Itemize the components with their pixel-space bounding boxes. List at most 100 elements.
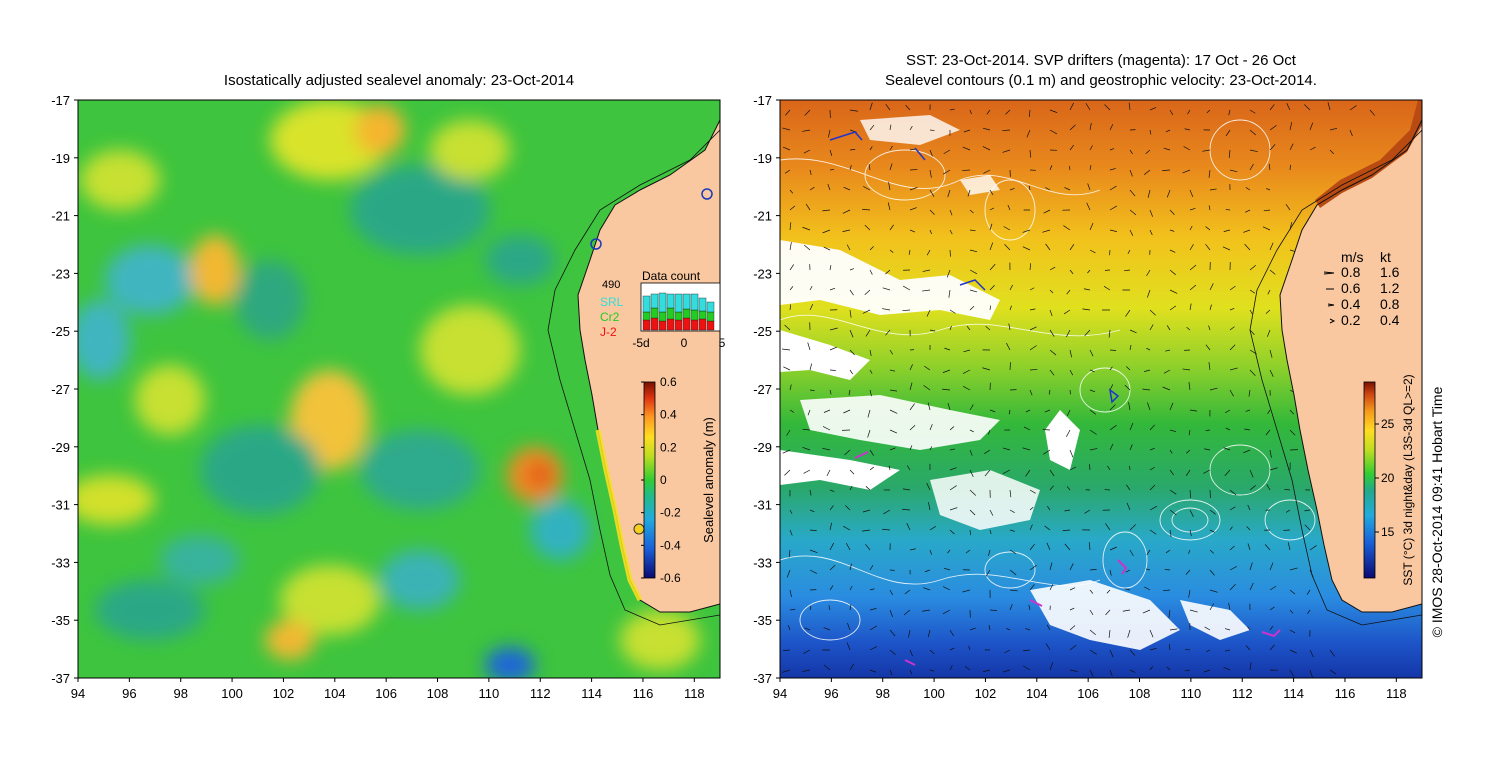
velocity-arrow <box>1007 204 1011 211</box>
velocity-arrow <box>822 447 831 451</box>
velocity-arrow <box>1067 409 1071 417</box>
velocity-arrow <box>909 403 915 411</box>
velocity-arrow <box>1129 524 1136 531</box>
velocity-arrow <box>864 224 871 231</box>
velocity-arrow <box>1266 484 1271 491</box>
velocity-arrow <box>1129 189 1136 197</box>
velocity-arrow <box>1029 149 1032 158</box>
velocity-arrow <box>1089 165 1092 171</box>
velocity-arrow <box>1028 604 1031 611</box>
velocity-arrow <box>804 109 811 116</box>
right-lon-tick-label: 94 <box>773 686 787 701</box>
velocity-arrow <box>1089 122 1092 131</box>
velocity-arrow <box>788 549 791 558</box>
velocity-arrow <box>965 549 971 554</box>
right-lat-tick-label: -23 <box>753 266 772 281</box>
velocity-arrow <box>969 404 974 411</box>
velocity-arrow <box>1146 269 1151 277</box>
velocity-arrow <box>1205 344 1211 351</box>
velocity-arrow <box>1025 409 1031 413</box>
velocity-arrow <box>969 449 973 456</box>
velocity-arrow <box>789 304 792 311</box>
left-lon-tick-label: 104 <box>324 686 346 701</box>
velocity-arrow <box>1209 589 1218 593</box>
tide-gauge-marker <box>701 188 713 200</box>
velocity-arrow <box>909 126 913 131</box>
velocity-arrow <box>908 629 911 638</box>
velocity-arrow <box>1025 469 1031 477</box>
velocity-arrow <box>1304 524 1311 531</box>
velocity-arrow <box>1109 546 1117 551</box>
velocity-arrow <box>1083 288 1091 291</box>
velocity-arrow <box>809 363 813 371</box>
velocity-arrow <box>1066 329 1071 338</box>
velocity-arrow <box>1147 289 1151 298</box>
svp-drifter-tracks <box>854 451 1281 666</box>
left-lat-tick-label: -19 <box>51 151 70 166</box>
velocity-arrow <box>882 308 891 311</box>
velocity-arrow <box>828 129 831 138</box>
velocity-arrow <box>1049 584 1054 591</box>
velocity-arrow <box>1022 447 1031 451</box>
data-count-tick: -5d <box>632 336 649 350</box>
velocity-arrow <box>1009 589 1018 592</box>
velocity-arrow <box>1269 125 1277 131</box>
velocity-arrow <box>1165 549 1171 554</box>
velocity-arrow <box>1089 249 1096 254</box>
velocity-arrow <box>869 669 877 673</box>
velocity-arrow <box>909 148 916 151</box>
velocity-arrow <box>1269 585 1277 591</box>
velocity-arrow <box>1243 449 1251 454</box>
velocity-arrow <box>1269 467 1278 471</box>
velocity-arrow <box>1189 303 1192 311</box>
velocity-arrow <box>987 429 991 435</box>
right-lat-tick-label: -35 <box>753 613 772 628</box>
left-lon-tick-label: 106 <box>375 686 397 701</box>
velocity-arrow <box>1329 669 1337 675</box>
velocity-arrow <box>807 342 811 351</box>
velocity-arrow <box>1049 165 1053 171</box>
velocity-arrow <box>1205 243 1211 251</box>
velocity-arrow <box>1125 569 1131 573</box>
velocity-arrow <box>1149 484 1156 491</box>
velocity-arrow <box>1169 289 1178 294</box>
velocity-arrow <box>962 369 971 374</box>
velocity-arrow <box>1224 469 1231 477</box>
velocity-arrow <box>1029 308 1036 311</box>
velocity-arrow <box>909 649 913 657</box>
velocity-arrow <box>1209 304 1212 311</box>
sla-coastal-band <box>595 429 643 602</box>
velocity-arrow <box>968 645 971 651</box>
velocity-arrow <box>849 663 855 671</box>
sst-colorbar-label: SST (°C) 3d night&day (L3S-3d QL>=2) <box>1401 374 1415 585</box>
velocity-arrow <box>943 169 951 175</box>
velocity-arrow <box>1089 609 1094 616</box>
velocity-arrow <box>1125 309 1131 317</box>
velocity-arrow <box>1002 129 1011 131</box>
sla-map <box>78 100 720 678</box>
velocity-arrow <box>1089 369 1095 373</box>
velocity-arrow <box>1066 289 1071 295</box>
velocity-arrow <box>929 649 935 655</box>
velocity-arrow <box>984 449 991 454</box>
velocity-arrow <box>1249 369 1256 376</box>
velocity-arrow <box>1249 329 1255 336</box>
right-lat-tick-label: -25 <box>753 324 772 339</box>
velocity-arrow <box>1066 486 1071 491</box>
svp-drifter-tracks-blue <box>829 131 1120 404</box>
left-lat-tick-label: -29 <box>51 440 70 455</box>
velocity-arrow <box>1269 269 1276 275</box>
velocity-arrow <box>1122 609 1131 612</box>
velocity-arrow <box>1269 104 1275 111</box>
velocity-arrow <box>862 208 871 211</box>
velocity-arrow <box>946 269 951 278</box>
velocity-arrow <box>949 448 956 451</box>
velocity-arrow <box>1084 509 1091 514</box>
velocity-arrow <box>982 127 991 131</box>
velocity-arrow <box>782 669 791 673</box>
velocity-arrow <box>969 509 976 516</box>
velocity-arrow <box>1069 625 1076 631</box>
velocity-arrow <box>1149 505 1158 511</box>
velocity-arrow <box>789 264 795 271</box>
data-count-bar-segment <box>682 308 691 319</box>
